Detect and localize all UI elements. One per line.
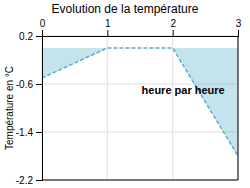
tick-mark	[173, 30, 174, 36]
y-axis-label: Température en °C	[4, 66, 15, 150]
line	[42, 48, 238, 156]
tick-label: 1	[105, 18, 111, 29]
tick-mark	[42, 30, 43, 36]
tick: -1.4	[16, 127, 42, 138]
grid-line	[107, 36, 108, 180]
grid-line	[42, 180, 238, 181]
axis-line	[43, 30, 239, 37]
grid-line	[42, 132, 238, 133]
tick: 3	[236, 18, 242, 36]
tick-mark	[36, 180, 42, 181]
tick: 1	[105, 18, 111, 36]
grid-line	[238, 36, 239, 180]
grid	[42, 36, 238, 180]
frame	[42, 180, 238, 181]
tick: -0.6	[16, 79, 42, 90]
tick: -2.2	[16, 175, 42, 186]
axis-line	[36, 37, 43, 181]
x-axis-label: heure par heure	[142, 84, 225, 96]
plot-area	[42, 48, 238, 156]
tick-mark	[36, 36, 42, 37]
tick-label: -1.4	[16, 127, 34, 138]
tick: 0.2	[19, 31, 42, 42]
tick: 2	[170, 18, 176, 36]
area-fill	[42, 48, 238, 156]
frame	[238, 36, 239, 180]
y-axis: 0.2 -0.6 -1.4 -2.2	[16, 31, 43, 186]
tick-mark	[36, 132, 42, 133]
tick-mark	[36, 84, 42, 85]
tick-mark	[107, 30, 108, 36]
grid-line	[172, 36, 173, 180]
tick-mark	[238, 30, 239, 36]
tick-label: -2.2	[16, 175, 34, 186]
title: Evolution de la température	[52, 2, 199, 16]
x-axis: 0 1 2 3	[40, 18, 242, 37]
chart: 0 1 2 3 0.2 -0.6 -1.4 -2.2 Evolution de la tempé…	[0, 0, 250, 188]
tick-label: 0.2	[19, 31, 33, 42]
tick-label: 0	[40, 18, 46, 29]
tick: 0	[40, 18, 46, 36]
chart-container: 0 1 2 3 0.2 -0.6 -1.4 -2.2 Evolution de la tempé…	[0, 0, 250, 188]
tick-label: 3	[236, 18, 242, 29]
tick-label: -0.6	[16, 79, 34, 90]
tick-label: 2	[170, 18, 176, 29]
